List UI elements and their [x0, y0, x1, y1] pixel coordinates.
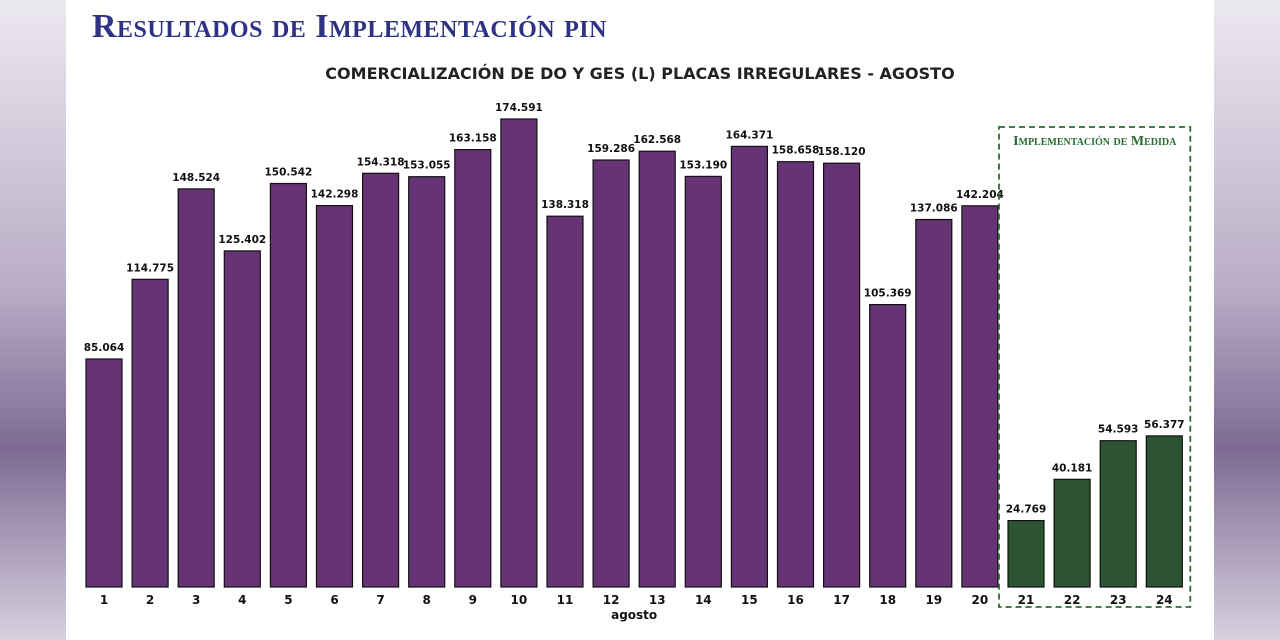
bar-day-23	[1099, 440, 1137, 588]
x-tick-label-7: 7	[376, 593, 384, 607]
bar-day-3	[177, 188, 215, 588]
value-label-23: 54.593	[1098, 424, 1139, 436]
value-label-4: 125.402	[218, 234, 266, 246]
value-label-21: 24.769	[1006, 504, 1047, 516]
chart-title: COMERCIALIZACIÓN DE DO Y GES (L) PLACAS …	[325, 64, 955, 83]
bar-day-17	[822, 162, 861, 588]
bar-day-19	[915, 218, 953, 588]
value-label-24: 56.377	[1144, 419, 1185, 431]
value-label-5: 150.542	[264, 167, 312, 179]
x-tick-label-18: 18	[879, 593, 896, 607]
x-tick-label-10: 10	[511, 593, 528, 607]
x-tick-label-8: 8	[423, 593, 431, 607]
x-tick-label-9: 9	[469, 593, 477, 607]
x-tick-label-20: 20	[972, 593, 989, 607]
bar-day-22	[1053, 478, 1091, 588]
bar-day-4	[223, 250, 261, 588]
x-tick-label-15: 15	[741, 593, 758, 607]
x-tick-label-4: 4	[238, 593, 246, 607]
value-label-19: 137.086	[910, 203, 958, 215]
value-label-2: 114.775	[126, 262, 174, 274]
x-tick-label-12: 12	[603, 593, 620, 607]
x-tick-label-3: 3	[192, 593, 200, 607]
x-tick-label-5: 5	[284, 593, 292, 607]
value-label-13: 162.568	[633, 134, 681, 146]
x-tick-label-24: 24	[1156, 593, 1173, 607]
value-label-3: 148.524	[172, 172, 220, 184]
value-label-1: 85.064	[84, 342, 125, 354]
x-tick-label-13: 13	[649, 593, 666, 607]
x-tick-label-11: 11	[557, 593, 574, 607]
bar-day-18	[869, 304, 907, 588]
value-label-18: 105.369	[864, 288, 912, 300]
value-label-20: 142.204	[956, 189, 1004, 201]
left-border-decoration	[0, 0, 66, 640]
bar-day-11	[546, 215, 584, 588]
bar-day-16	[776, 161, 815, 588]
value-label-14: 153.190	[679, 159, 727, 171]
value-label-16: 158.658	[772, 145, 820, 157]
x-tick-label-21: 21	[1018, 593, 1035, 607]
bar-day-5	[269, 182, 307, 588]
value-label-22: 40.181	[1052, 462, 1093, 474]
bar-day-2	[131, 278, 169, 588]
x-tick-label-1: 1	[100, 593, 108, 607]
x-tick-label-14: 14	[695, 593, 712, 607]
bar-day-24	[1145, 435, 1183, 588]
x-axis-label: agosto	[611, 608, 657, 622]
measure-annotation-label: Implementación de Medida	[1013, 134, 1177, 149]
value-label-11: 138.318	[541, 199, 589, 211]
x-tick-label-16: 16	[787, 593, 804, 607]
bar-day-15	[730, 145, 769, 588]
value-label-17: 158.120	[818, 146, 866, 158]
bar-day-21	[1007, 519, 1045, 588]
x-tick-label-2: 2	[146, 593, 154, 607]
bar-day-10	[500, 118, 538, 588]
measure-highlight-box	[998, 126, 1192, 608]
value-label-15: 164.371	[725, 129, 773, 141]
value-label-9: 163.158	[449, 133, 497, 145]
value-label-6: 142.298	[311, 189, 359, 201]
bar-day-14	[684, 175, 722, 588]
bar-day-6	[315, 205, 354, 588]
right-border-decoration	[1214, 0, 1280, 640]
x-tick-label-19: 19	[925, 593, 942, 607]
value-label-8: 153.055	[403, 160, 451, 172]
bar-day-13	[638, 150, 676, 588]
x-tick-label-6: 6	[330, 593, 338, 607]
bar-day-8	[408, 176, 446, 588]
bar-day-1	[85, 358, 123, 588]
bar-day-20	[961, 205, 999, 588]
value-label-12: 159.286	[587, 143, 635, 155]
bar-day-9	[454, 149, 492, 588]
value-label-7: 154.318	[357, 156, 405, 168]
x-tick-label-23: 23	[1110, 593, 1127, 607]
bar-day-12	[592, 159, 630, 588]
x-tick-label-22: 22	[1064, 593, 1081, 607]
value-label-10: 174.591	[495, 102, 543, 114]
page-title: Resultados de Implementación pin	[92, 8, 607, 45]
bar-day-7	[362, 172, 400, 588]
x-tick-label-17: 17	[833, 593, 850, 607]
